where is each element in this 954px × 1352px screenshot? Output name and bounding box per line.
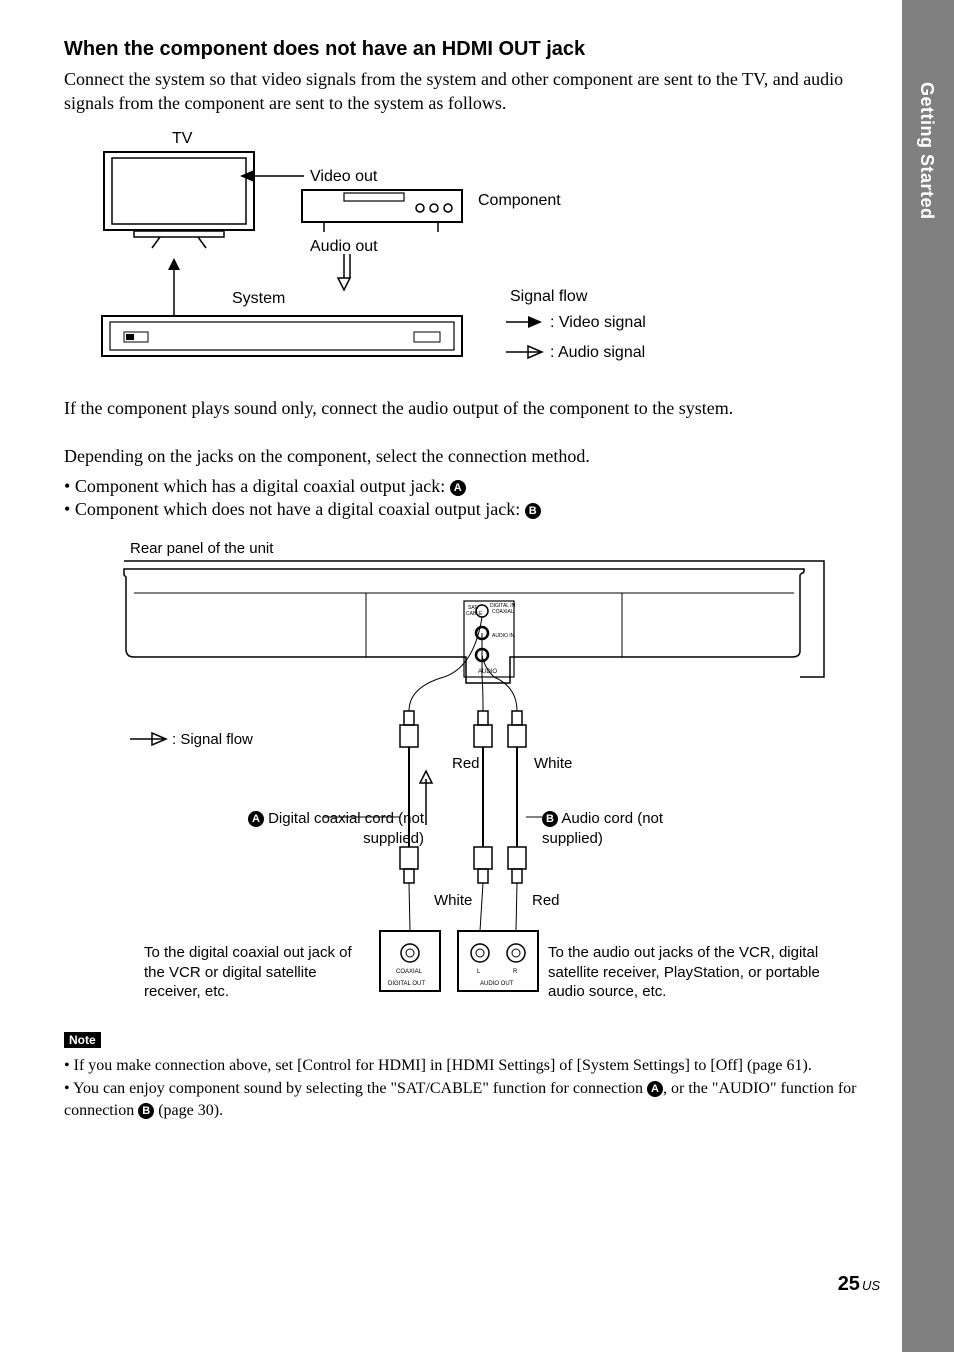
letter-b-icon-2: B [542,811,558,827]
note-1: • If you make connection above, set [Con… [64,1055,874,1077]
letter-a-icon-3: A [647,1081,663,1097]
note2c: (page 30). [154,1102,223,1119]
page-suffix: US [862,1278,880,1293]
d2-signal-flow: : Signal flow [172,731,253,748]
svg-text:L: L [477,969,481,975]
d2-b-block: B Audio cord (not supplied) [542,809,712,848]
d2-red1: Red [452,755,480,772]
page-number: 25US [838,1273,880,1296]
tv-label: TV [172,130,192,148]
bullet-list: • Component which has a digital coaxial … [64,476,874,520]
section-title: When the component does not have an HDMI… [64,38,874,61]
d2-b-label: Audio cord (not supplied) [542,810,663,847]
svg-text:COAXIAL: COAXIAL [396,969,423,975]
svg-text:AUDIO IN: AUDIO IN [492,633,515,639]
page-num-value: 25 [838,1273,860,1295]
bullet-b: • Component which does not have a digita… [64,499,874,520]
note2a: You can enjoy component sound by selecti… [73,1080,647,1097]
d2-right-caption: To the audio out jacks of the VCR, digit… [548,943,828,1002]
letter-a-icon-2: A [248,811,264,827]
letter-b-icon: B [525,503,541,519]
note-2: • You can enjoy component sound by selec… [64,1078,874,1123]
bullet-a-text: Component which has a digital coaxial ou… [75,476,450,496]
svg-text:AUDIO OUT: AUDIO OUT [480,981,514,987]
svg-text:R: R [513,969,518,975]
svg-text:CABLE: CABLE [466,611,483,617]
video-signal-label: : Video signal [550,314,646,332]
note-badge: Note [64,1032,101,1048]
depending-text: Depending on the jacks on the component,… [64,444,874,468]
diagram1-svg [64,130,784,390]
post-d1-text: If the component plays sound only, conne… [64,396,874,420]
note-section: Note • If you make connection above, set… [64,1031,874,1122]
signal-flow-diagram: TV Video out Component Audio out System … [64,130,784,390]
d2-red2: Red [532,892,560,909]
svg-text:DIGITAL OUT: DIGITAL OUT [388,981,425,987]
page-content: When the component does not have an HDMI… [0,0,938,1122]
intro-paragraph: Connect the system so that video signals… [64,67,874,116]
d2-white2: White [434,892,472,909]
video-out-label: Video out [310,168,377,186]
d2-left-caption: To the digital coaxial out jack of the V… [144,943,364,1002]
d2-white1: White [534,755,572,772]
component-label: Component [478,192,561,210]
system-label: System [232,290,285,308]
note1-text: If you make connection above, set [Contr… [74,1057,812,1074]
side-tab: Getting Started [902,0,954,1352]
svg-text:COAXIAL: COAXIAL [492,609,514,615]
coax-plug-top [400,711,418,883]
rear-panel-diagram: : Signal flow Red White White Red A Digi… [64,547,844,1017]
signal-flow-heading: Signal flow [510,288,587,306]
letter-a-icon: A [450,480,466,496]
note-list: • If you make connection above, set [Con… [64,1055,874,1122]
side-tab-label: Getting Started [916,82,937,220]
audio-signal-label: : Audio signal [550,344,645,362]
d2-a-label: Digital coaxial cord (not supplied) [268,810,424,847]
letter-b-icon-3: B [138,1103,154,1119]
bullet-b-text: Component which does not have a digital … [75,499,525,519]
d2-a-block: A Digital coaxial cord (not supplied) [214,809,424,848]
bullet-a: • Component which has a digital coaxial … [64,476,874,497]
audio-out-label: Audio out [310,238,378,256]
